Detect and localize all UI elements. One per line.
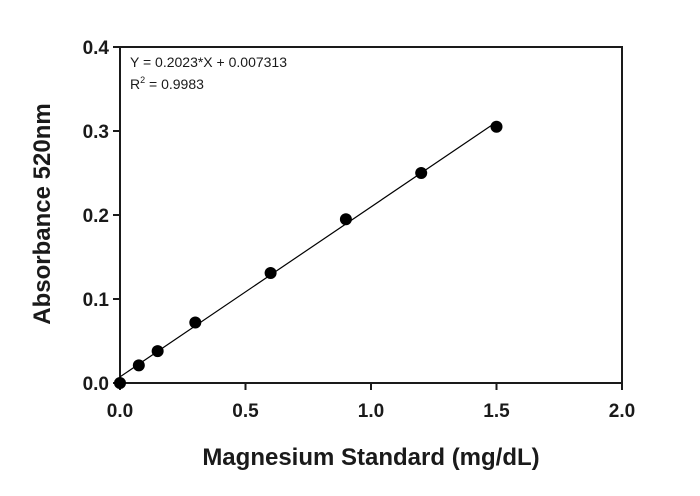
ticks: 0.0 0.5 1.0 1.5 2.0 0.0 0.1 0.2 0.3 0.4 — [83, 38, 636, 422]
data-point — [490, 120, 503, 133]
axes — [119, 46, 623, 384]
equation-annotation: Y = 0.2023*X + 0.007313 — [130, 54, 287, 70]
data-point — [264, 266, 277, 279]
y-tick-label: 0.3 — [83, 122, 109, 143]
x-tick-label: 0.5 — [232, 401, 259, 422]
r-squared-value: = 0.9983 — [145, 76, 204, 92]
x-tick-label: 2.0 — [609, 401, 635, 422]
r-squared-exponent: 2 — [140, 75, 145, 85]
data-points — [114, 120, 503, 389]
x-axis-title: Magnesium Standard (mg/dL) — [202, 444, 539, 471]
data-point — [132, 359, 145, 372]
plot-frame — [119, 46, 623, 384]
y-tick-label: 0.2 — [83, 206, 109, 227]
data-point — [189, 316, 202, 329]
y-axis-title: Absorbance 520nm — [29, 103, 56, 324]
y-tick-label: 0.1 — [83, 290, 110, 311]
r-squared-label: R — [130, 76, 140, 92]
y-tick-label: 0.4 — [83, 38, 110, 59]
x-tick-label: 1.5 — [483, 401, 510, 422]
x-tick-label: 1.0 — [358, 401, 384, 422]
y-tick-label: 0.0 — [83, 374, 109, 395]
data-point — [114, 377, 126, 389]
r-squared-annotation: R2 = 0.9983 — [130, 75, 204, 92]
regression-line — [119, 121, 497, 378]
x-tick-label: 0.0 — [107, 401, 133, 422]
data-point — [339, 213, 352, 226]
fit-line-group — [119, 121, 497, 378]
data-point — [415, 167, 428, 179]
data-point — [151, 345, 164, 358]
